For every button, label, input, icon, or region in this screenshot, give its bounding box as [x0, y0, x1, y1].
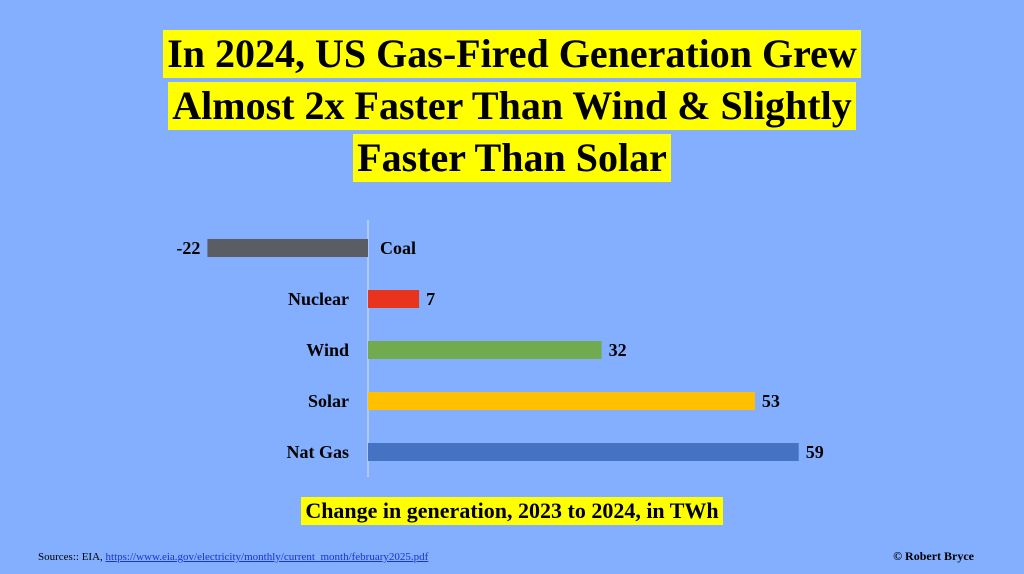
sources-link[interactable]: https://www.eia.gov/electricity/monthly/… [105, 551, 429, 563]
title-line-3: Faster Than Solar [353, 134, 671, 182]
sources-note: Sources:: EIA, https://www.eia.gov/elect… [38, 551, 428, 563]
x-axis-label: Change in generation, 2023 to 2024, in T… [301, 497, 723, 525]
category-label-coal: Coal [380, 238, 416, 258]
category-label-wind: Wind [306, 340, 349, 360]
chart-title: In 2024, US Gas-Fired Generation Grew Al… [0, 30, 1024, 186]
bar-wind [368, 341, 602, 359]
bar-nat-gas [368, 443, 799, 461]
value-label-solar: 53 [762, 391, 780, 411]
bar-solar [368, 392, 755, 410]
x-axis-caption: Change in generation, 2023 to 2024, in T… [0, 497, 1024, 525]
bar-nuclear [368, 290, 420, 308]
category-label-nuclear: Nuclear [288, 289, 349, 309]
sources-prefix: Sources:: EIA, [38, 551, 106, 563]
value-label-wind: 32 [609, 340, 627, 360]
title-line-2: Almost 2x Faster Than Wind & Slightly [168, 82, 856, 130]
credit: © Robert Bryce [893, 549, 974, 563]
bar-chart: Coal -22 Nuclear 7 Wind 32 Solar 53 Nat Gas 59 [176, 220, 824, 477]
category-label-solar: Solar [308, 391, 349, 411]
bar-coal [207, 239, 368, 257]
category-label-nat-gas: Nat Gas [287, 442, 350, 462]
title-line-1: In 2024, US Gas-Fired Generation Grew [163, 30, 861, 78]
value-label-coal: -22 [176, 238, 200, 258]
value-label-nuclear: 7 [426, 289, 435, 309]
value-label-nat-gas: 59 [806, 442, 824, 462]
